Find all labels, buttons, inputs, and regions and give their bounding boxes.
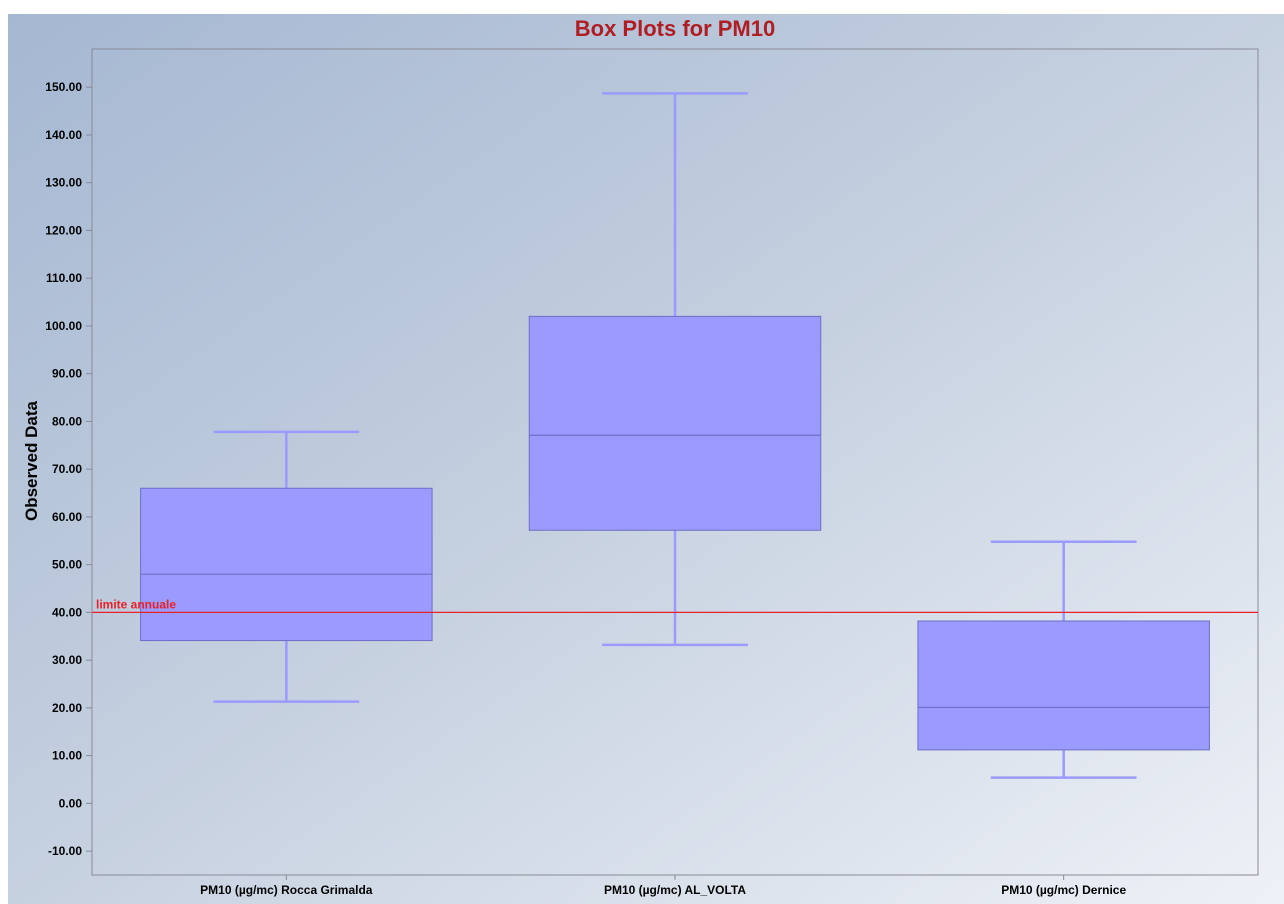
box-plot-chart: Box Plots for PM10 Observed Data -10.00 0… xyxy=(8,14,1284,904)
box-plot-item xyxy=(917,540,1210,779)
box-plot-item xyxy=(528,92,822,647)
y-tick-label: 20.00 xyxy=(52,701,82,715)
box-plot-item xyxy=(140,430,433,703)
x-tick-label: PM10 (µg/mc) AL_VOLTA xyxy=(604,883,746,897)
iqr-box xyxy=(528,315,822,531)
x-tick-label: PM10 (µg/mc) Rocca Grimalda xyxy=(200,883,373,897)
chart-frame: Box Plots for PM10 Observed Data -10.00 0… xyxy=(8,14,1284,904)
x-tick-label: PM10 (µg/mc) Dernice xyxy=(1001,883,1126,897)
reference-line-label: limite annuale xyxy=(96,597,176,611)
chart-title: Box Plots for PM10 xyxy=(575,16,775,41)
y-tick-label: 150.00 xyxy=(45,80,82,94)
y-tick-label: 140.00 xyxy=(45,128,82,142)
y-tick-label: 50.00 xyxy=(52,558,82,572)
y-tick-label: 40.00 xyxy=(52,605,82,619)
y-tick-label: 100.00 xyxy=(45,319,82,333)
iqr-box xyxy=(140,487,433,642)
y-tick-label: 30.00 xyxy=(52,653,82,667)
y-tick-label: 0.00 xyxy=(59,796,83,810)
y-tick-label: 10.00 xyxy=(52,749,82,763)
y-tick-label: 70.00 xyxy=(52,462,82,476)
x-axis: PM10 (µg/mc) Rocca Grimalda PM10 (µg/mc) … xyxy=(200,875,1126,897)
reference-line-group: limite annuale xyxy=(92,597,1258,613)
iqr-box xyxy=(917,620,1210,751)
y-tick-label: 90.00 xyxy=(52,367,82,381)
box-series xyxy=(140,92,1210,779)
y-tick-label: 110.00 xyxy=(46,271,82,285)
y-tick-label: 80.00 xyxy=(52,414,82,428)
y-tick-label: 120.00 xyxy=(45,223,82,237)
y-tick-label: 60.00 xyxy=(52,510,82,524)
y-tick-label: 130.00 xyxy=(45,176,82,190)
y-axis-label: Observed Data xyxy=(22,400,41,521)
y-axis: -10.00 0.00 10.00 20.00 30.00 40.00 50.00 60.00… xyxy=(45,80,92,858)
y-tick-label: -10.00 xyxy=(48,844,82,858)
